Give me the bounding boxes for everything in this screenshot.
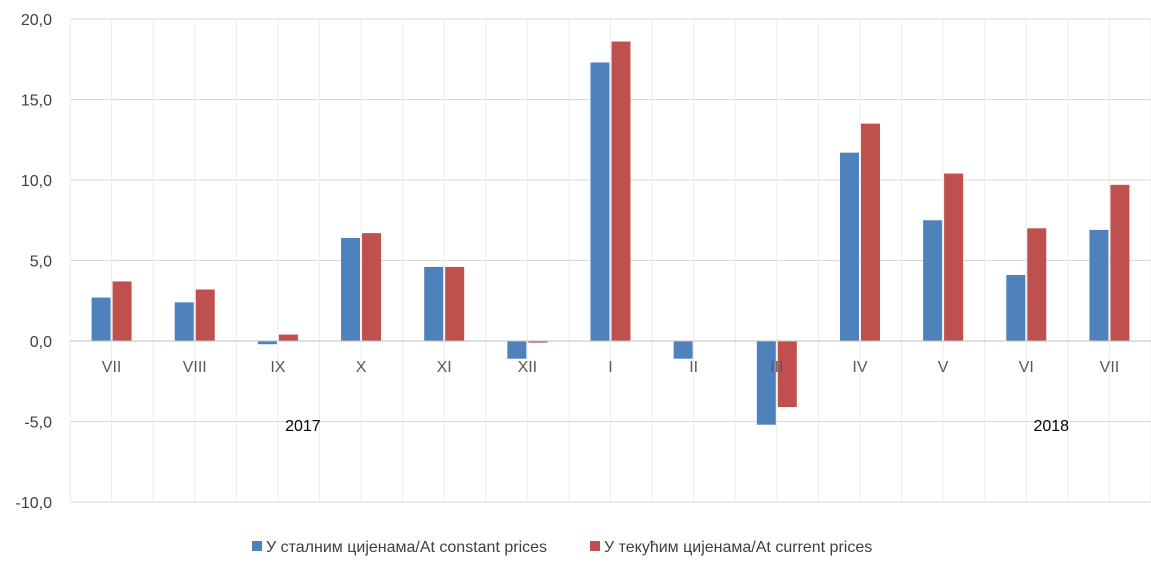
category-label: XI — [437, 359, 452, 376]
category-label: X — [356, 359, 367, 376]
category-label: VII — [102, 359, 122, 376]
category-label: IV — [852, 359, 867, 376]
bar-s2-11 — [1027, 228, 1047, 341]
legend: У сталним цијенама/At constant prices У т… — [252, 539, 872, 556]
bar-s2-5 — [528, 341, 548, 343]
bar-s2-6 — [611, 41, 631, 341]
bar-s2-9 — [860, 123, 880, 342]
bar-s2-0 — [112, 281, 132, 341]
bar-s2-12 — [1110, 184, 1130, 341]
bar-s1-0 — [91, 297, 111, 341]
bar-s1-7 — [673, 341, 693, 359]
category-label: IX — [270, 359, 285, 376]
legend-label: У текућим цијенама/At current prices — [604, 539, 872, 556]
legend-swatch — [252, 541, 262, 551]
category-label: XII — [518, 359, 538, 376]
y-tick-label: 10,0 — [21, 173, 52, 190]
bar-s1-1 — [174, 302, 194, 341]
category-label: I — [608, 359, 612, 376]
bar-s1-8 — [756, 341, 776, 425]
category-label: VII — [1100, 359, 1120, 376]
category-label: VI — [1019, 359, 1034, 376]
y-tick-label: -10,0 — [16, 495, 53, 512]
bar-s2-4 — [445, 266, 465, 341]
year-labels: 2017 2018 — [285, 418, 1069, 435]
bar-s1-3 — [341, 237, 361, 341]
y-tick-label: 15,0 — [21, 93, 52, 110]
bar-s2-8 — [777, 341, 797, 408]
bar-s1-2 — [257, 341, 277, 345]
y-tick-label: -5,0 — [24, 415, 52, 432]
grid-lines — [69, 18, 1151, 503]
bar-s2-1 — [195, 289, 215, 341]
category-label: V — [938, 359, 949, 376]
bar-s2-10 — [944, 173, 964, 341]
legend-swatch — [590, 541, 600, 551]
y-axis-ticks: 20,0 15,0 10,0 5,0 0,0 -5,0 -10,0 — [16, 12, 53, 512]
bar-s1-10 — [923, 220, 943, 341]
category-label: III — [770, 359, 783, 376]
y-tick-label: 0,0 — [30, 334, 52, 351]
year-label: 2017 — [285, 418, 321, 435]
bars — [91, 41, 1130, 425]
category-label: VIII — [183, 359, 207, 376]
bar-s1-9 — [839, 152, 859, 341]
x-axis-categories: VII VIII IX X XI XII I II III IV V VI VII — [102, 359, 1119, 376]
bar-s1-12 — [1089, 229, 1109, 341]
bar-s2-3 — [362, 233, 382, 341]
legend-label: У сталним цијенама/At constant prices — [266, 539, 547, 556]
year-label: 2018 — [1033, 418, 1069, 435]
bar-s1-11 — [1006, 274, 1026, 341]
bar-s1-6 — [590, 62, 610, 341]
y-tick-label: 20,0 — [21, 12, 52, 29]
y-tick-label: 5,0 — [30, 254, 52, 271]
bar-s1-5 — [507, 341, 527, 359]
bar-s1-4 — [424, 266, 444, 341]
category-label: II — [689, 359, 698, 376]
bar-s2-2 — [278, 334, 298, 341]
